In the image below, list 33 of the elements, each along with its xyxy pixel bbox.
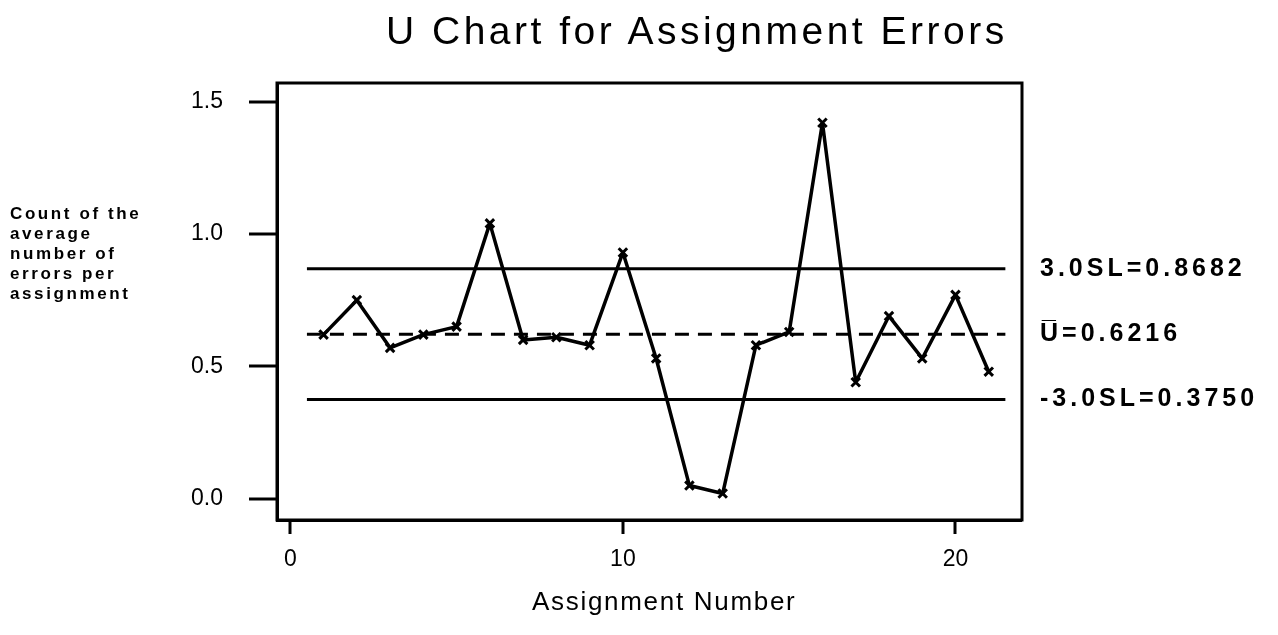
- point: [816, 116, 829, 129]
- x-tick-label: 0: [283, 545, 297, 572]
- point: [417, 328, 430, 341]
- point: [949, 289, 962, 301]
- point: [583, 339, 596, 351]
- ref-line-label: U̅=0.6216: [1040, 318, 1182, 347]
- y-tick-label: 0.5: [191, 351, 223, 378]
- x-axis-title: Assignment Number: [532, 585, 797, 617]
- point: [750, 339, 762, 351]
- x-tick-label: 10: [610, 545, 636, 572]
- point: [716, 487, 729, 500]
- point: [683, 479, 696, 492]
- point: [484, 217, 496, 230]
- y-tick-label: 1.5: [191, 86, 223, 113]
- point: [883, 310, 895, 322]
- point: [450, 320, 463, 333]
- ref-line-label: -3.0SL=0.3750: [1040, 383, 1259, 412]
- point: [550, 331, 563, 343]
- y-tick-label: 1.0: [191, 219, 223, 246]
- ref-line-label: 3.0SL=0.8682: [1040, 252, 1246, 281]
- point: [983, 365, 995, 378]
- point: [351, 294, 363, 306]
- x-tick-label: 20: [942, 545, 969, 572]
- point: [849, 376, 862, 389]
- chart-title: U Chart for Assignment Errors: [386, 8, 1008, 54]
- point: [517, 334, 529, 346]
- point: [317, 328, 330, 341]
- point: [617, 246, 629, 259]
- point: [650, 352, 662, 365]
- point: [384, 342, 396, 354]
- point: [783, 326, 795, 338]
- y-axis-title: Count of the average number of errors per assignment: [10, 204, 143, 304]
- y-tick-label: 0.0: [191, 484, 223, 511]
